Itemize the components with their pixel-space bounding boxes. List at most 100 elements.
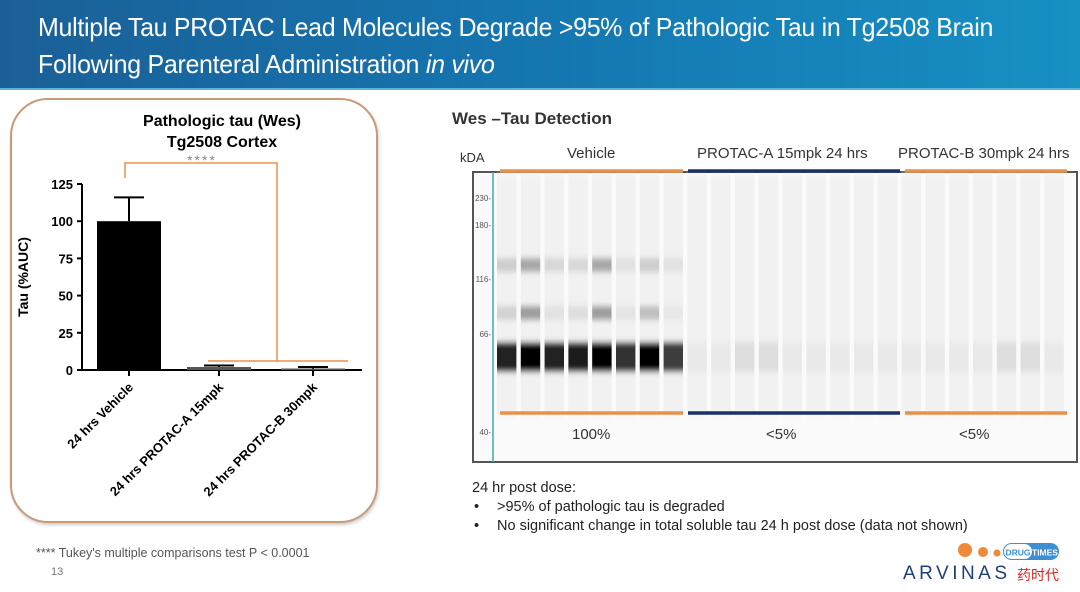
tau-band: [544, 342, 564, 372]
tau-band: [520, 342, 541, 372]
wes-blot-image: 230- 180- 116- 66- 40- 100% <5% <5%: [472, 169, 1078, 463]
title-main: Multiple Tau PROTAC Lead Molecules Degra…: [38, 12, 994, 79]
tau-band: [949, 342, 968, 372]
tau-band-high: [616, 258, 636, 272]
blot-lane: [520, 175, 541, 415]
tau-band: [711, 342, 730, 372]
kda-marker: 40-: [479, 428, 491, 437]
blot-lane: [830, 175, 850, 415]
blot-lane: [663, 175, 683, 415]
tau-band: [806, 342, 825, 372]
badge-left-bg: [1004, 544, 1032, 559]
tau-band-upper: [568, 306, 588, 320]
percent-vehicle: 100%: [572, 426, 610, 443]
tau-band: [663, 342, 683, 372]
tau-band: [1020, 342, 1040, 372]
tau-band: [639, 342, 660, 372]
badge-cn: 药时代: [1017, 567, 1059, 583]
tau-band-upper: [497, 306, 517, 320]
tau-band: [497, 342, 517, 372]
blot-lane: [996, 175, 1017, 415]
tau-band-high: [568, 258, 588, 272]
blot-lane: [497, 175, 517, 415]
bar: [281, 368, 345, 371]
bar: [97, 221, 161, 370]
blot-lane: [616, 175, 636, 415]
chart-subtitle: Tg2508 Cortex: [167, 134, 277, 151]
blot-lane: [782, 175, 802, 415]
blot-lane: [877, 175, 898, 415]
tau-band-high: [663, 258, 683, 272]
wes-title: Wes –Tau Detection: [452, 109, 612, 128]
logo-dot: [958, 543, 972, 557]
y-tick-label: 125: [51, 177, 73, 192]
tau-band-upper: [592, 306, 612, 320]
group-label-protac-b: PROTAC-B 30mpk 24 hrs: [898, 145, 1070, 162]
notes-heading: 24 hr post dose:: [472, 480, 576, 496]
tau-band: [568, 342, 588, 372]
kda-label: kDA: [460, 150, 485, 165]
tau-band: [735, 342, 755, 372]
note-bullet: No significant change in total soluble t…: [472, 517, 968, 536]
tau-band-upper: [639, 306, 660, 320]
note-bullet: >95% of pathologic tau is degraded: [472, 498, 968, 517]
blot-lane: [1044, 175, 1064, 415]
logo-text: ARVINAS: [903, 563, 1007, 584]
slide-title: Multiple Tau PROTAC Lead Molecules Degra…: [38, 9, 998, 83]
arvinas-logo: ARVINAS DRUG TIMES 药时代: [903, 543, 1059, 584]
tau-band-upper: [520, 306, 541, 320]
y-tick-label: 50: [59, 289, 73, 304]
tau-band: [854, 342, 873, 372]
chart-panel: [10, 98, 378, 523]
slide-header: Multiple Tau PROTAC Lead Molecules Degra…: [0, 0, 1080, 90]
blot-lane: [854, 175, 874, 415]
blot-lane: [925, 175, 945, 415]
kda-marker: 180-: [475, 221, 491, 230]
tau-band: [830, 342, 849, 372]
blot-lane: [711, 175, 731, 415]
blot-lane: [949, 175, 969, 415]
tau-band: [902, 342, 921, 372]
tau-band-high: [592, 258, 612, 272]
y-tick-label: 75: [59, 251, 73, 266]
tau-band-high: [639, 258, 660, 272]
badge-right: TIMES: [1032, 548, 1058, 558]
blot-lane: [758, 175, 779, 415]
tau-band: [616, 342, 636, 372]
percent-protac-a: <5%: [766, 426, 796, 443]
tau-band-upper: [663, 306, 683, 320]
significance-bracket: [124, 162, 278, 361]
blot-lane: [544, 175, 564, 415]
bar: [187, 367, 251, 370]
y-tick-label: 25: [59, 326, 73, 341]
tau-band-high: [544, 258, 564, 272]
percent-protac-b: <5%: [959, 426, 989, 443]
title-italic: in vivo: [425, 49, 495, 79]
blot-lane: [901, 175, 921, 415]
notes: 24 hr post dose: >95% of pathologic tau …: [472, 479, 968, 536]
y-tick-label: 0: [66, 363, 73, 378]
y-tick-label: 100: [51, 214, 73, 229]
badge-left: DRUG: [1005, 548, 1030, 558]
blot-lane: [568, 175, 588, 415]
group-label-vehicle: Vehicle: [567, 145, 616, 162]
blot-lane: [592, 175, 612, 415]
tau-band: [925, 342, 944, 372]
tau-band: [783, 342, 802, 372]
tau-band: [973, 342, 992, 372]
logo-dot: [993, 549, 1001, 557]
kda-marker: 230-: [475, 194, 491, 203]
tau-band-high: [497, 258, 517, 272]
blot-lane: [735, 175, 755, 415]
page-number: 13: [51, 566, 64, 578]
blot-lane: [687, 175, 707, 415]
kda-marker: 66-: [479, 330, 491, 339]
y-axis-label: Tau (%AUC): [15, 237, 31, 317]
chart-title: Pathologic tau (Wes): [143, 113, 301, 130]
tau-band-high: [520, 258, 541, 272]
blot-lane: [973, 175, 993, 415]
tau-band: [758, 342, 779, 372]
tau-band: [687, 342, 706, 372]
blot-lane: [639, 175, 660, 415]
bar-chart: Pathologic tau (Wes) Tg2508 Cortex Tau (…: [15, 113, 362, 499]
